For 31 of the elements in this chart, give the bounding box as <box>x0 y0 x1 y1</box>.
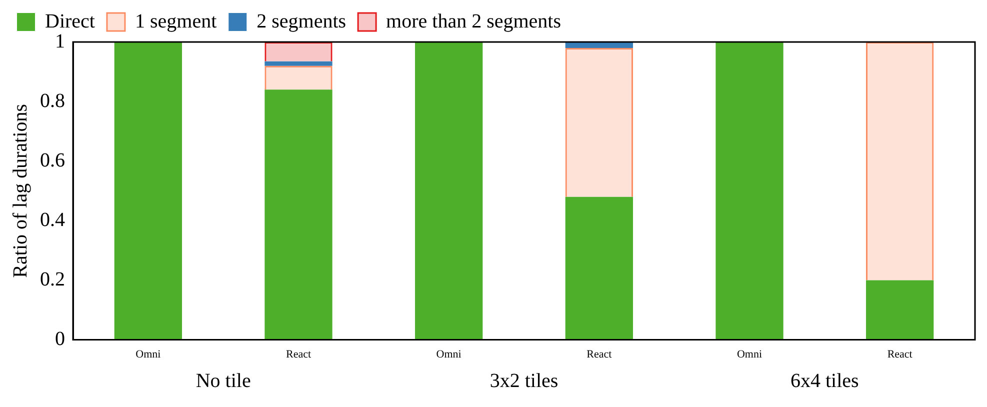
bar <box>264 42 332 62</box>
y-tick-label: 0.4 <box>40 208 65 231</box>
bar <box>866 280 934 340</box>
bar <box>264 90 332 340</box>
bar <box>264 66 332 90</box>
bar <box>264 61 332 66</box>
legend-label: 2 segments <box>256 10 346 32</box>
y-tick-label: 0 <box>55 328 65 350</box>
x-tick-label: React <box>887 348 912 360</box>
y-tick-label: 0.2 <box>40 268 65 290</box>
legend-label: Direct <box>45 10 96 32</box>
x-tick-label: Omni <box>136 348 161 360</box>
text: 6x4 tiles <box>790 370 860 392</box>
bar <box>565 48 633 197</box>
x-tick-label: React <box>286 348 312 360</box>
bar <box>415 42 483 340</box>
x-tick-label: React <box>586 348 612 360</box>
bar <box>565 196 633 340</box>
x-tick-label: Omni <box>436 348 462 360</box>
bar <box>716 42 784 340</box>
text: No tile <box>196 370 251 392</box>
text: 3x2 tiles <box>490 370 558 392</box>
x-tick-label: Omni <box>736 348 762 360</box>
y-axis-title: Ratio of lag durations <box>9 104 32 278</box>
y-tick-label: 0.8 <box>40 90 65 112</box>
legend-label: more than 2 segments <box>386 10 562 32</box>
y-tick-label: 1 <box>55 30 65 52</box>
bar <box>114 42 182 340</box>
bar <box>866 42 934 280</box>
y-tick-label: 0.6 <box>40 149 65 172</box>
legend-label: 1 segment <box>134 10 218 32</box>
